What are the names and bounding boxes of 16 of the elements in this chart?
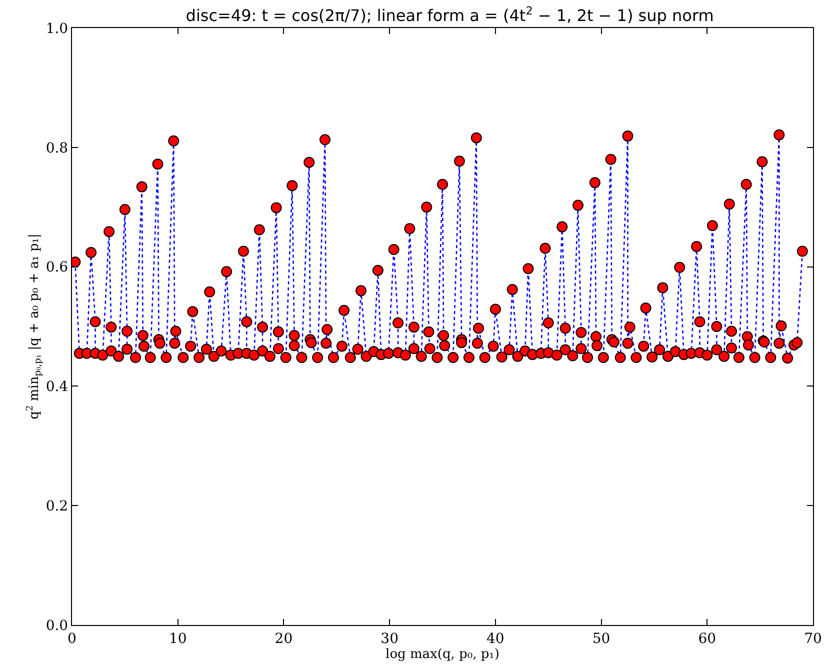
y-tick-label: 0.2: [46, 498, 68, 514]
y-tick-label: 0.6: [46, 260, 68, 276]
x-tick-label: 50: [592, 630, 610, 647]
x-tick-label: 20: [274, 630, 293, 647]
x-tick-label: 10: [168, 630, 187, 647]
x-axis-title: log max(q, p₀, p₁): [386, 646, 500, 662]
y-tick-label: 1.0: [46, 20, 68, 37]
y-tick-label: 0.8: [46, 140, 68, 156]
chart-title: disc=49: t = cos(2π/7); linear form a = (4t$^{2}$ − 1, 2t − 1) sup norm: [186, 4, 714, 26]
x-tick-label: 70: [804, 630, 822, 647]
y-tick-label: 0.4: [46, 379, 68, 396]
x-tick-label: 60: [698, 630, 716, 647]
y-tick-label: 0.0: [46, 618, 68, 634]
x-tick-label: 30: [380, 630, 398, 647]
x-tick-label: 40: [486, 630, 504, 647]
x-tick-label: 0: [68, 630, 76, 647]
